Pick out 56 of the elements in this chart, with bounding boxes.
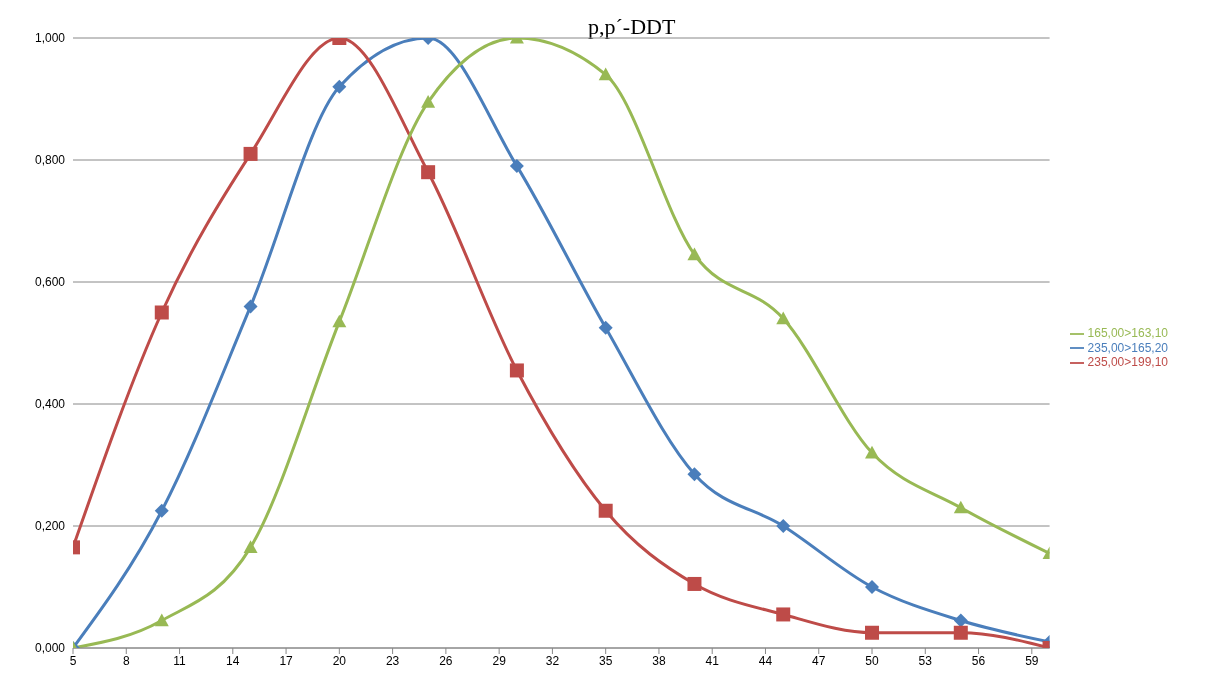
y-tick-label: 0,400 (34, 397, 66, 412)
x-tick-label: 20 (332, 653, 347, 668)
point (598, 67, 613, 81)
point (421, 165, 436, 180)
y-tick-label: 0,000 (34, 641, 66, 656)
point (154, 503, 169, 518)
x-tick-label: 53 (918, 653, 933, 668)
point (687, 247, 702, 261)
point (953, 500, 968, 514)
point (598, 320, 613, 335)
point (953, 613, 968, 628)
x-tick-label: 11 (173, 653, 187, 668)
x-tick-label: 59 (1025, 653, 1039, 668)
point (865, 625, 880, 640)
point (243, 146, 258, 161)
point (953, 625, 968, 640)
point (154, 305, 169, 320)
x-tick-label: 41 (705, 653, 720, 668)
x-tick-label: 35 (599, 653, 613, 668)
point (509, 159, 524, 174)
legend-label: 235,00>199,10 (1087, 355, 1168, 370)
point (687, 576, 702, 591)
point (154, 613, 169, 627)
chart-title: p,p´-DDT (588, 14, 676, 40)
x-tick-label: 32 (545, 653, 560, 668)
y-tick-label: 0,600 (34, 275, 66, 290)
point (776, 311, 791, 325)
x-tick-label: 5 (69, 653, 77, 668)
y-tick-label: 1,000 (34, 31, 66, 46)
point (598, 503, 613, 518)
x-tick-label: 29 (492, 653, 507, 668)
legend-label: 165,00>163,10 (1087, 325, 1168, 340)
point (509, 363, 524, 378)
x-tick-label: 50 (865, 653, 880, 668)
point (332, 314, 347, 328)
point (332, 79, 347, 94)
point (865, 445, 880, 459)
point (776, 519, 791, 533)
y-tick-label: 0,200 (34, 519, 66, 534)
legend-label: 235,00>165,20 (1087, 340, 1168, 355)
x-tick-label: 17 (279, 653, 294, 668)
point (776, 607, 791, 622)
y-tick-label: 0,800 (34, 153, 66, 168)
x-tick-label: 26 (439, 653, 453, 668)
x-tick-label: 56 (971, 653, 986, 668)
point (865, 580, 880, 594)
point (243, 540, 258, 553)
x-tick-label: 38 (652, 653, 666, 668)
point (243, 299, 258, 314)
point (687, 467, 702, 482)
point (421, 95, 436, 108)
x-tick-label: 8 (122, 653, 130, 668)
x-tick-label: 23 (385, 653, 400, 668)
x-tick-label: 47 (812, 653, 826, 668)
x-tick-label: 14 (226, 653, 240, 668)
x-tick-label: 44 (758, 653, 773, 668)
